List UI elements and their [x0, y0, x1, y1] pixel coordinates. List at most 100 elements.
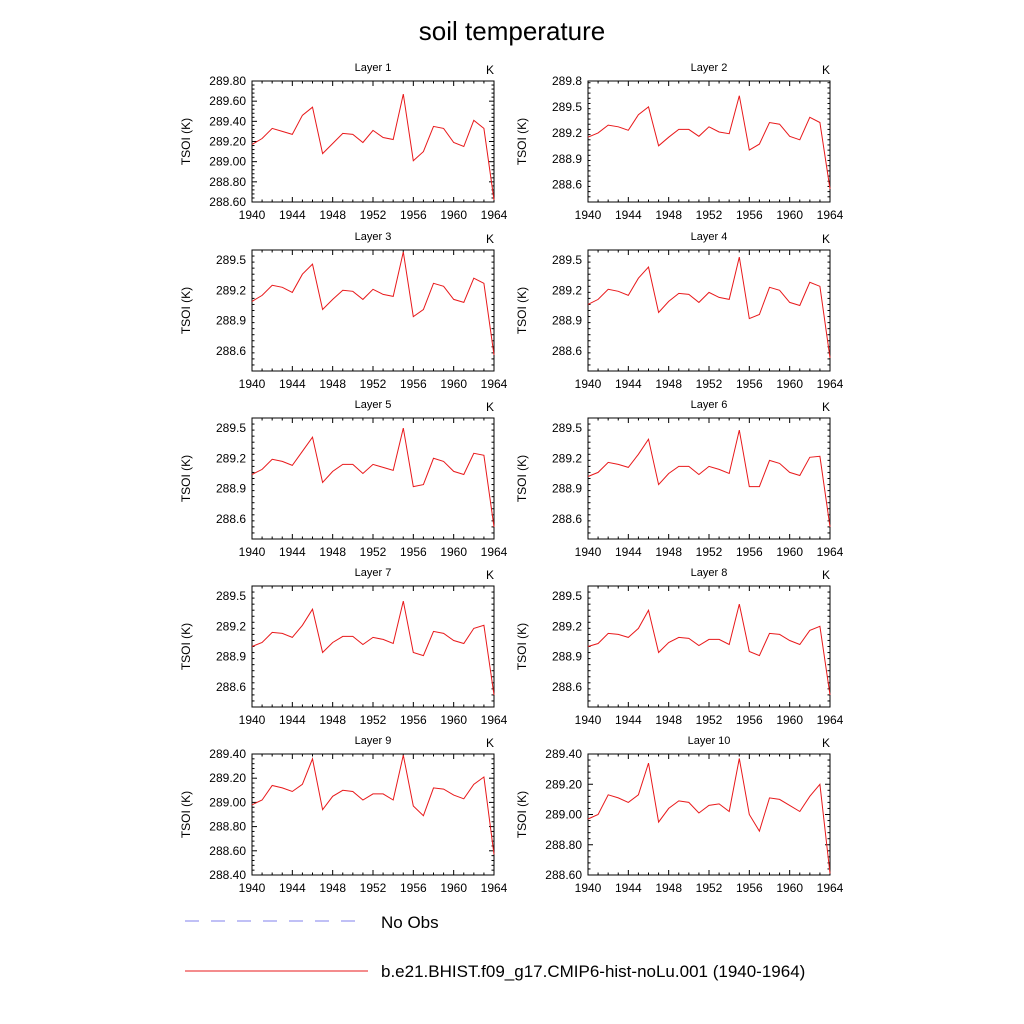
y-tick-label: 289.40 — [209, 747, 246, 761]
y-tick-label: 289.00 — [209, 155, 246, 169]
x-tick-label: 1948 — [319, 881, 346, 895]
y-tick-label: 289.2 — [216, 451, 246, 465]
panel-layer-3: 1940 1944 1948 1952 1956 1960 1964 288.6 288.9 28… — [179, 231, 508, 391]
panel-layer-9: 1940 1944 1948 1952 1956 1960 1964 288.40 288.60… — [179, 735, 508, 895]
x-tick-label: 1956 — [400, 713, 427, 727]
panel-layer-2: 1940 1944 1948 1952 1956 1960 1964 288.6 288.9 28… — [515, 62, 844, 222]
y-tick-label: 289.20 — [209, 771, 246, 785]
y-tick-label: 289.5 — [216, 421, 246, 435]
x-tick-label: 1948 — [319, 713, 346, 727]
y-tick-label: 289.5 — [552, 589, 582, 603]
y-tick-label: 288.60 — [209, 844, 246, 858]
panel-unit: K — [486, 232, 494, 246]
y-tick-label: 289.00 — [545, 808, 582, 822]
y-tick-label: 289.20 — [209, 135, 246, 149]
plot-frame — [587, 585, 831, 708]
panel-unit: K — [486, 736, 494, 750]
x-tick-label: 1960 — [440, 881, 467, 895]
y-tick-label: 288.80 — [209, 820, 246, 834]
y-tick-label: 289.5 — [216, 253, 246, 267]
y-tick-label: 289.20 — [545, 777, 582, 791]
series-line — [251, 251, 495, 355]
x-tick-label: 1952 — [696, 881, 723, 895]
x-tick-label: 1960 — [776, 713, 803, 727]
x-tick-label: 1952 — [360, 545, 387, 559]
panel-title: Layer 10 — [688, 735, 731, 747]
x-tick-label: 1948 — [655, 208, 682, 222]
y-tick-label: 288.9 — [552, 482, 582, 496]
x-tick-label: 1940 — [575, 545, 602, 559]
y-tick-label: 289.2 — [552, 619, 582, 633]
x-tick-label: 1960 — [440, 377, 467, 391]
y-tick-label: 288.40 — [209, 868, 246, 882]
panel-title: Layer 9 — [355, 735, 392, 747]
legend-no-obs-label: No Obs — [381, 913, 439, 932]
x-tick-label: 1944 — [615, 545, 642, 559]
panel-title: Layer 6 — [691, 399, 728, 411]
y-tick-label: 289.8 — [552, 74, 582, 88]
x-tick-label: 1960 — [776, 208, 803, 222]
panel-layer-8: 1940 1944 1948 1952 1956 1960 1964 288.6 288.9 28… — [515, 567, 844, 727]
x-tick-label: 1948 — [655, 545, 682, 559]
series-line — [251, 427, 495, 527]
panel-unit: K — [822, 63, 830, 77]
plot-frame — [251, 585, 495, 708]
x-tick-label: 1944 — [615, 881, 642, 895]
x-tick-label: 1944 — [615, 208, 642, 222]
plot-frame — [587, 753, 831, 876]
y-tick-label: 289.80 — [209, 74, 246, 88]
x-tick-label: 1948 — [655, 377, 682, 391]
x-tick-label: 1952 — [360, 713, 387, 727]
y-tick-label: 288.60 — [545, 868, 582, 882]
x-tick-label: 1964 — [481, 545, 508, 559]
panel-title: Layer 1 — [355, 62, 392, 74]
y-tick-label: 288.9 — [552, 314, 582, 328]
panel-title: Layer 3 — [355, 231, 392, 243]
x-tick-label: 1952 — [696, 545, 723, 559]
y-axis-label: TSOI (K) — [515, 455, 529, 502]
x-tick-label: 1960 — [440, 713, 467, 727]
y-axis-label: TSOI (K) — [179, 118, 193, 165]
series-line — [587, 256, 831, 358]
series-line — [251, 600, 495, 695]
series-line — [587, 95, 831, 190]
y-tick-label: 288.9 — [552, 650, 582, 664]
panel-layer-5: 1940 1944 1948 1952 1956 1960 1964 288.6 288.9 28… — [179, 399, 508, 559]
x-tick-label: 1960 — [440, 208, 467, 222]
x-tick-label: 1948 — [319, 377, 346, 391]
x-tick-label: 1956 — [400, 377, 427, 391]
y-tick-label: 288.9 — [216, 482, 246, 496]
x-tick-label: 1940 — [239, 208, 266, 222]
x-tick-label: 1960 — [776, 377, 803, 391]
x-tick-label: 1964 — [817, 208, 844, 222]
plot-frame — [251, 80, 495, 203]
y-axis-label: TSOI (K) — [515, 287, 529, 334]
panel-layer-6: 1940 1944 1948 1952 1956 1960 1964 288.6 288.9 28… — [515, 399, 844, 559]
x-tick-label: 1940 — [239, 377, 266, 391]
x-tick-label: 1940 — [575, 713, 602, 727]
x-tick-label: 1944 — [615, 377, 642, 391]
panels: 1940 1944 1948 1952 1956 1960 1964 288.60 288.80… — [179, 62, 844, 895]
panel-unit: K — [822, 568, 830, 582]
panel-title: Layer 8 — [691, 567, 728, 579]
y-tick-label: 289.2 — [552, 451, 582, 465]
x-tick-label: 1956 — [736, 881, 763, 895]
x-tick-label: 1956 — [736, 545, 763, 559]
x-tick-label: 1952 — [696, 713, 723, 727]
y-tick-label: 289.5 — [552, 253, 582, 267]
y-tick-label: 289.5 — [552, 100, 582, 114]
series-line — [587, 603, 831, 695]
panel-unit: K — [486, 63, 494, 77]
y-tick-label: 288.6 — [552, 680, 582, 694]
x-tick-label: 1956 — [400, 208, 427, 222]
series-line — [251, 755, 495, 855]
plot-frame — [251, 249, 495, 372]
legend-model-label: b.e21.BHIST.f09_g17.CMIP6-hist-noLu.001 … — [381, 962, 805, 981]
y-tick-label: 288.6 — [216, 512, 246, 526]
x-tick-label: 1944 — [279, 881, 306, 895]
x-tick-label: 1948 — [655, 713, 682, 727]
y-tick-label: 288.9 — [552, 152, 582, 166]
y-tick-label: 288.6 — [216, 344, 246, 358]
plot-frame — [587, 80, 831, 203]
